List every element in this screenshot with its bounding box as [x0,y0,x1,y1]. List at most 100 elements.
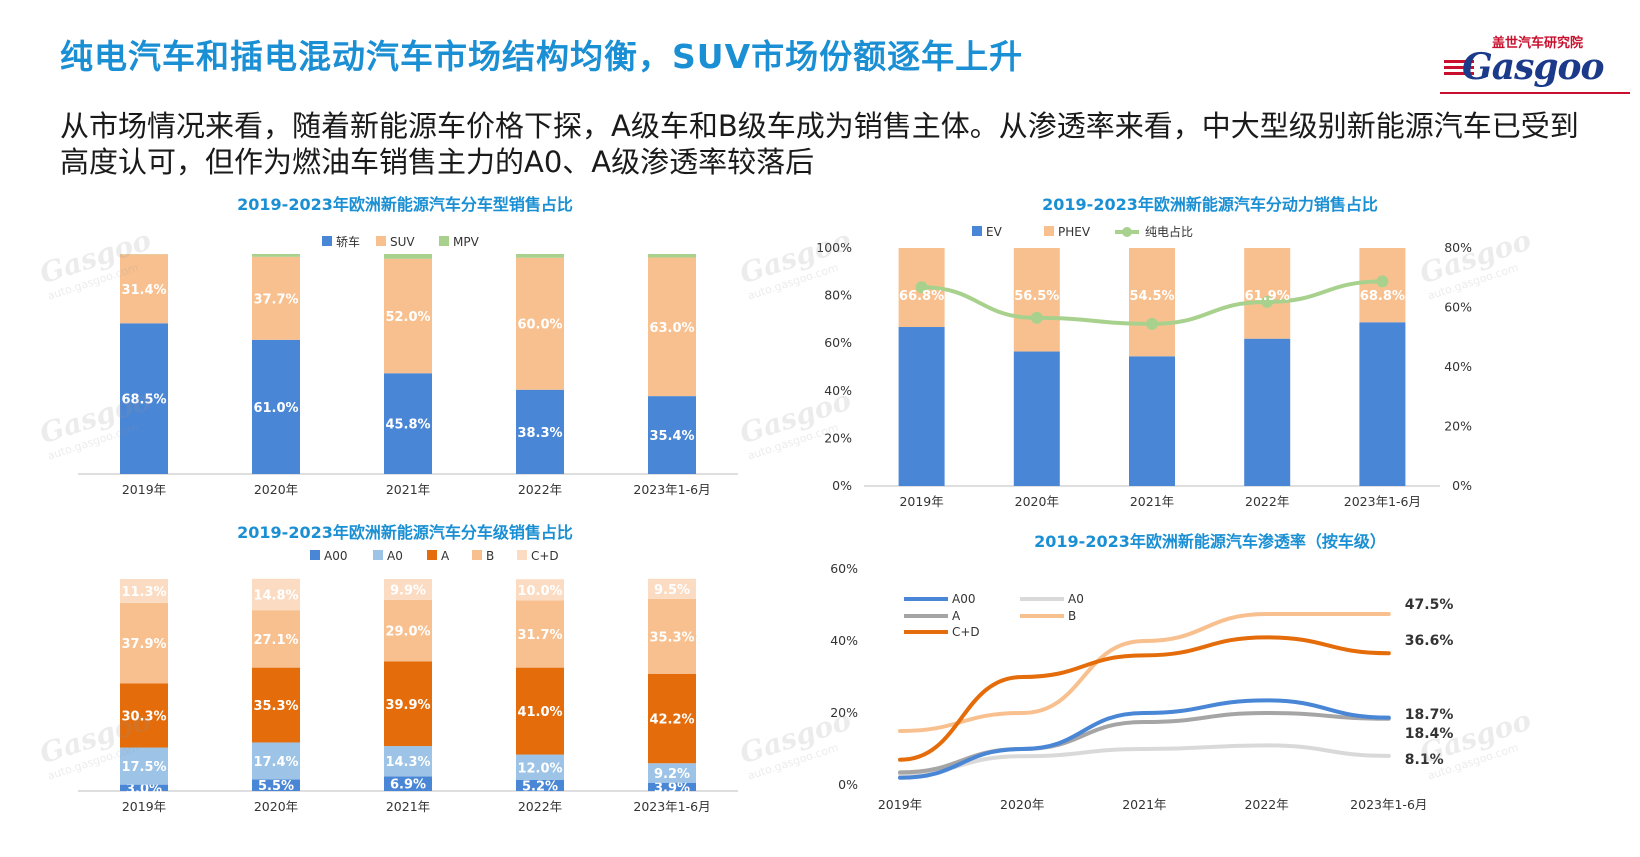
legend-label: A0 [387,549,403,563]
y-tick-label: 40% [830,633,858,648]
legend-label: A00 [324,549,347,563]
legend-swatch [427,550,437,560]
data-label: 14.8% [253,588,298,603]
page-subtitle: 从市场情况来看，随着新能源车价格下探，A级车和B级车成为销售主体。从渗透率来看，… [60,109,1579,179]
bar-C+D-1 [252,578,300,611]
y-right-tick-label: 40% [1444,359,1472,374]
chart-title: 2019-2023年欧洲新能源汽车渗透率（按车级） [1034,532,1386,551]
x-tick-label: 2022年 [518,482,562,497]
bar-轿车-3 [516,389,564,474]
x-tick-label: 2021年 [1122,797,1166,812]
line-point [1146,317,1158,330]
y-right-tick-label: 0% [1452,478,1472,493]
x-tick-label: 2023年1-6月 [633,799,710,814]
data-label: 17.4% [253,755,298,770]
legend-label: C+D [952,625,980,639]
bar-B-4 [648,598,696,674]
page-title: 纯电汽车和插电混动汽车市场结构均衡，SUV市场份额逐年上升 [60,37,1024,76]
data-label: 11.3% [121,585,166,600]
data-label: 9.5% [654,583,690,598]
data-label: 45.8% [385,418,430,433]
data-label: 5.2% [522,779,558,794]
data-label: 31.4% [121,283,166,298]
data-label: 3.9% [654,781,690,796]
gasgoo-logo: 盖世汽车研究院 Gasgoo [1440,30,1630,94]
chart-svg-powertrain: 2019-2023年欧洲新能源汽车分动力销售占比 EV PHEV 纯电占比 0% 20% 4… [816,195,1472,509]
bar-EV-2 [1129,356,1175,486]
legend-swatch [376,236,386,246]
bar-A0-4 [648,763,696,783]
y-left-tick-label: 100% [816,240,852,255]
chart-title: 2019-2023年欧洲新能源汽车分车型销售占比 [237,195,573,214]
data-label: 9.9% [390,583,426,598]
bar-SUV-0 [120,254,168,324]
data-label: 56.5% [1014,289,1059,304]
bar-A0-0 [120,747,168,785]
data-label: 41.0% [517,705,562,720]
bar-EV-4 [1359,322,1406,486]
bar-EV-1 [1013,351,1060,486]
bar-A-0 [120,683,168,748]
bar-轿车-0 [120,323,168,474]
y-tick-label: 60% [830,561,858,576]
line-point [1376,275,1389,288]
legend-swatch [517,550,527,560]
y-tick-label: 0% [838,777,858,792]
legend-label: 纯电占比 [1145,224,1193,239]
data-label: 37.7% [253,292,298,307]
data-label: 61.0% [253,401,298,416]
end-label: 18.4% [1405,726,1454,742]
bar-A0-2 [384,746,432,777]
data-label: 31.7% [517,628,562,643]
x-tick-label: 2020年 [1000,797,1044,812]
data-label: 17.5% [121,760,166,775]
line-point [1261,295,1274,308]
x-tick-label: 2021年 [1130,494,1174,509]
legend-marker [1122,227,1132,237]
bar-A0-1 [252,742,300,780]
data-label: 66.8% [899,289,944,304]
data-label: 27.1% [253,633,298,648]
data-label: 61.9% [1245,289,1290,304]
bar-B-0 [120,602,168,684]
bar-A00-1 [252,779,300,791]
legend-label: MPV [453,235,480,249]
bar-轿车-1 [252,339,300,474]
data-label: 54.5% [1129,289,1174,304]
data-label: 3.0% [126,782,162,797]
chart-penetration: 2019-2023年欧洲新能源汽车渗透率（按车级） 0% 20% 40% 60% 2019… [830,527,1580,857]
bar-A0-3 [516,754,564,780]
x-tick-label: 2023年1-6月 [1350,797,1427,812]
x-tick-label: 2019年 [122,482,166,497]
legend-label: A00 [952,592,975,606]
y-left-tick-label: 0% [832,478,852,493]
data-label: 9.2% [654,767,690,782]
bar-MPV-1 [252,254,300,257]
data-label: 42.2% [649,712,694,727]
data-label: 60.0% [517,318,562,333]
data-label: 52.0% [385,310,430,325]
y-right-tick-label: 20% [1444,419,1472,434]
data-label: 35.3% [649,630,694,645]
y-left-tick-label: 20% [824,430,852,445]
bar-A00-2 [384,776,432,791]
legend-label: C+D [531,549,559,563]
bar-EV-3 [1244,338,1291,486]
bar-轿车-2 [384,373,432,474]
line-point [915,281,928,294]
bar-A-1 [252,667,300,743]
bar-A00-3 [516,779,564,791]
x-tick-label: 2019年 [878,797,922,812]
y-right-tick-label: 80% [1444,240,1472,255]
chart-body-type: 2019-2023年欧洲新能源汽车分车型销售占比 轿车 SUV MPV 68.5% 31.… [60,190,750,515]
bar-MPV-4 [648,254,696,258]
end-label: 8.1% [1405,752,1444,768]
end-label: 47.5% [1405,597,1454,613]
chart-segment-share: 2019-2023年欧洲新能源汽车分车级销售占比 A00 A0 A B C+D 3.0% 17… [60,523,750,852]
data-label: 63.0% [649,321,694,336]
data-label: 39.9% [385,698,430,713]
bar-MPV-3 [516,254,564,258]
line-A0 [898,743,1391,777]
data-label: 35.3% [253,699,298,714]
legend-label: PHEV [1058,225,1091,239]
